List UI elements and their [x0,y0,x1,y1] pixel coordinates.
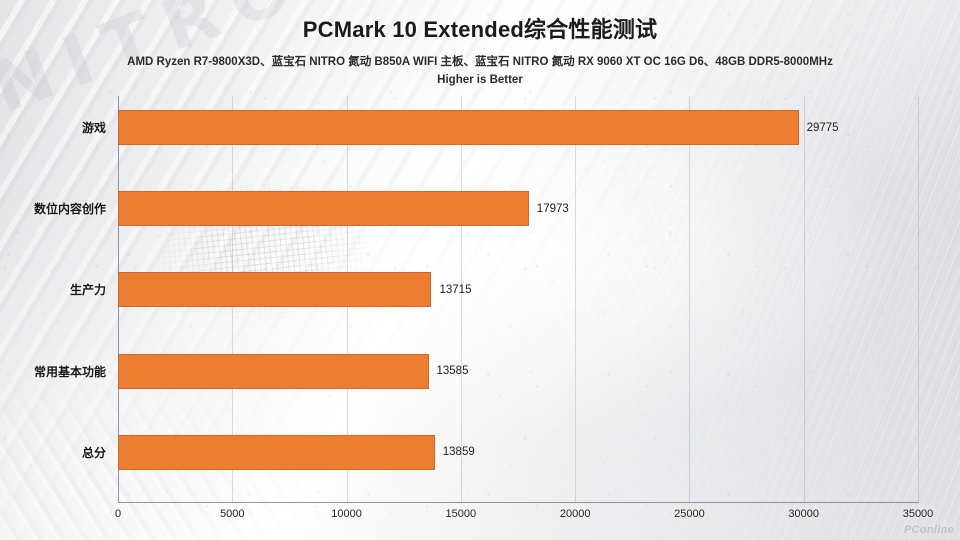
gridline [689,96,691,502]
gridline [918,96,919,502]
bar-row: 13585 常用基本功能 [34,340,918,421]
x-axis-line [118,502,919,503]
gridline [575,96,577,502]
bar-value-label: 29775 [806,121,839,134]
x-tick-label: 5000 [220,508,245,520]
x-tick-label: 35000 [902,508,934,520]
gridline [803,96,805,502]
bar-row: 29775 游戏 [82,96,918,177]
bar-row: 13859 总分 [82,421,918,502]
chart-header: PCMark 10 Extended综合性能测试 AMD Ryzen R7-98… [0,12,960,86]
chart-subtitle: AMD Ryzen R7-9800X3D、蓝宝石 NITRO 氮动 B850A … [127,56,833,68]
bar-value-label: 17973 [536,202,569,215]
x-tick-label: 10000 [331,508,362,520]
bar[interactable] [118,353,429,389]
bar-row: 13715 生产力 [70,258,918,339]
chart-title: PCMark 10 Extended综合性能测试 [302,17,658,42]
x-tick-label: 25000 [674,508,705,520]
bar[interactable] [118,191,529,227]
x-tick-label: 30000 [788,508,819,520]
category-label: 总分 [81,445,106,460]
category-label: 数位内容创作 [33,202,106,217]
bar[interactable] [118,110,799,145]
x-tick-label: 0 [114,508,122,520]
bar-value-label: 13715 [439,283,472,296]
category-label: 常用基本功能 [33,364,106,379]
x-tick-label: 20000 [559,508,591,520]
plot-area: 29775 游戏 17973 数位内容创作 13715 生产力 13585 常用基本功能 138… [34,96,919,502]
bar[interactable] [118,434,435,470]
bar-value-label: 13859 [442,446,475,459]
x-tick-label: 15000 [445,508,477,520]
bar[interactable] [118,272,432,308]
gridline [460,96,462,502]
category-label: 游戏 [81,121,106,135]
category-label: 生产力 [69,283,106,298]
chart-note: Higher is Better [437,74,523,86]
bar-value-label: 13585 [436,365,469,378]
watermark: PConline [903,524,954,536]
bar-row: 17973 数位内容创作 [34,177,918,258]
